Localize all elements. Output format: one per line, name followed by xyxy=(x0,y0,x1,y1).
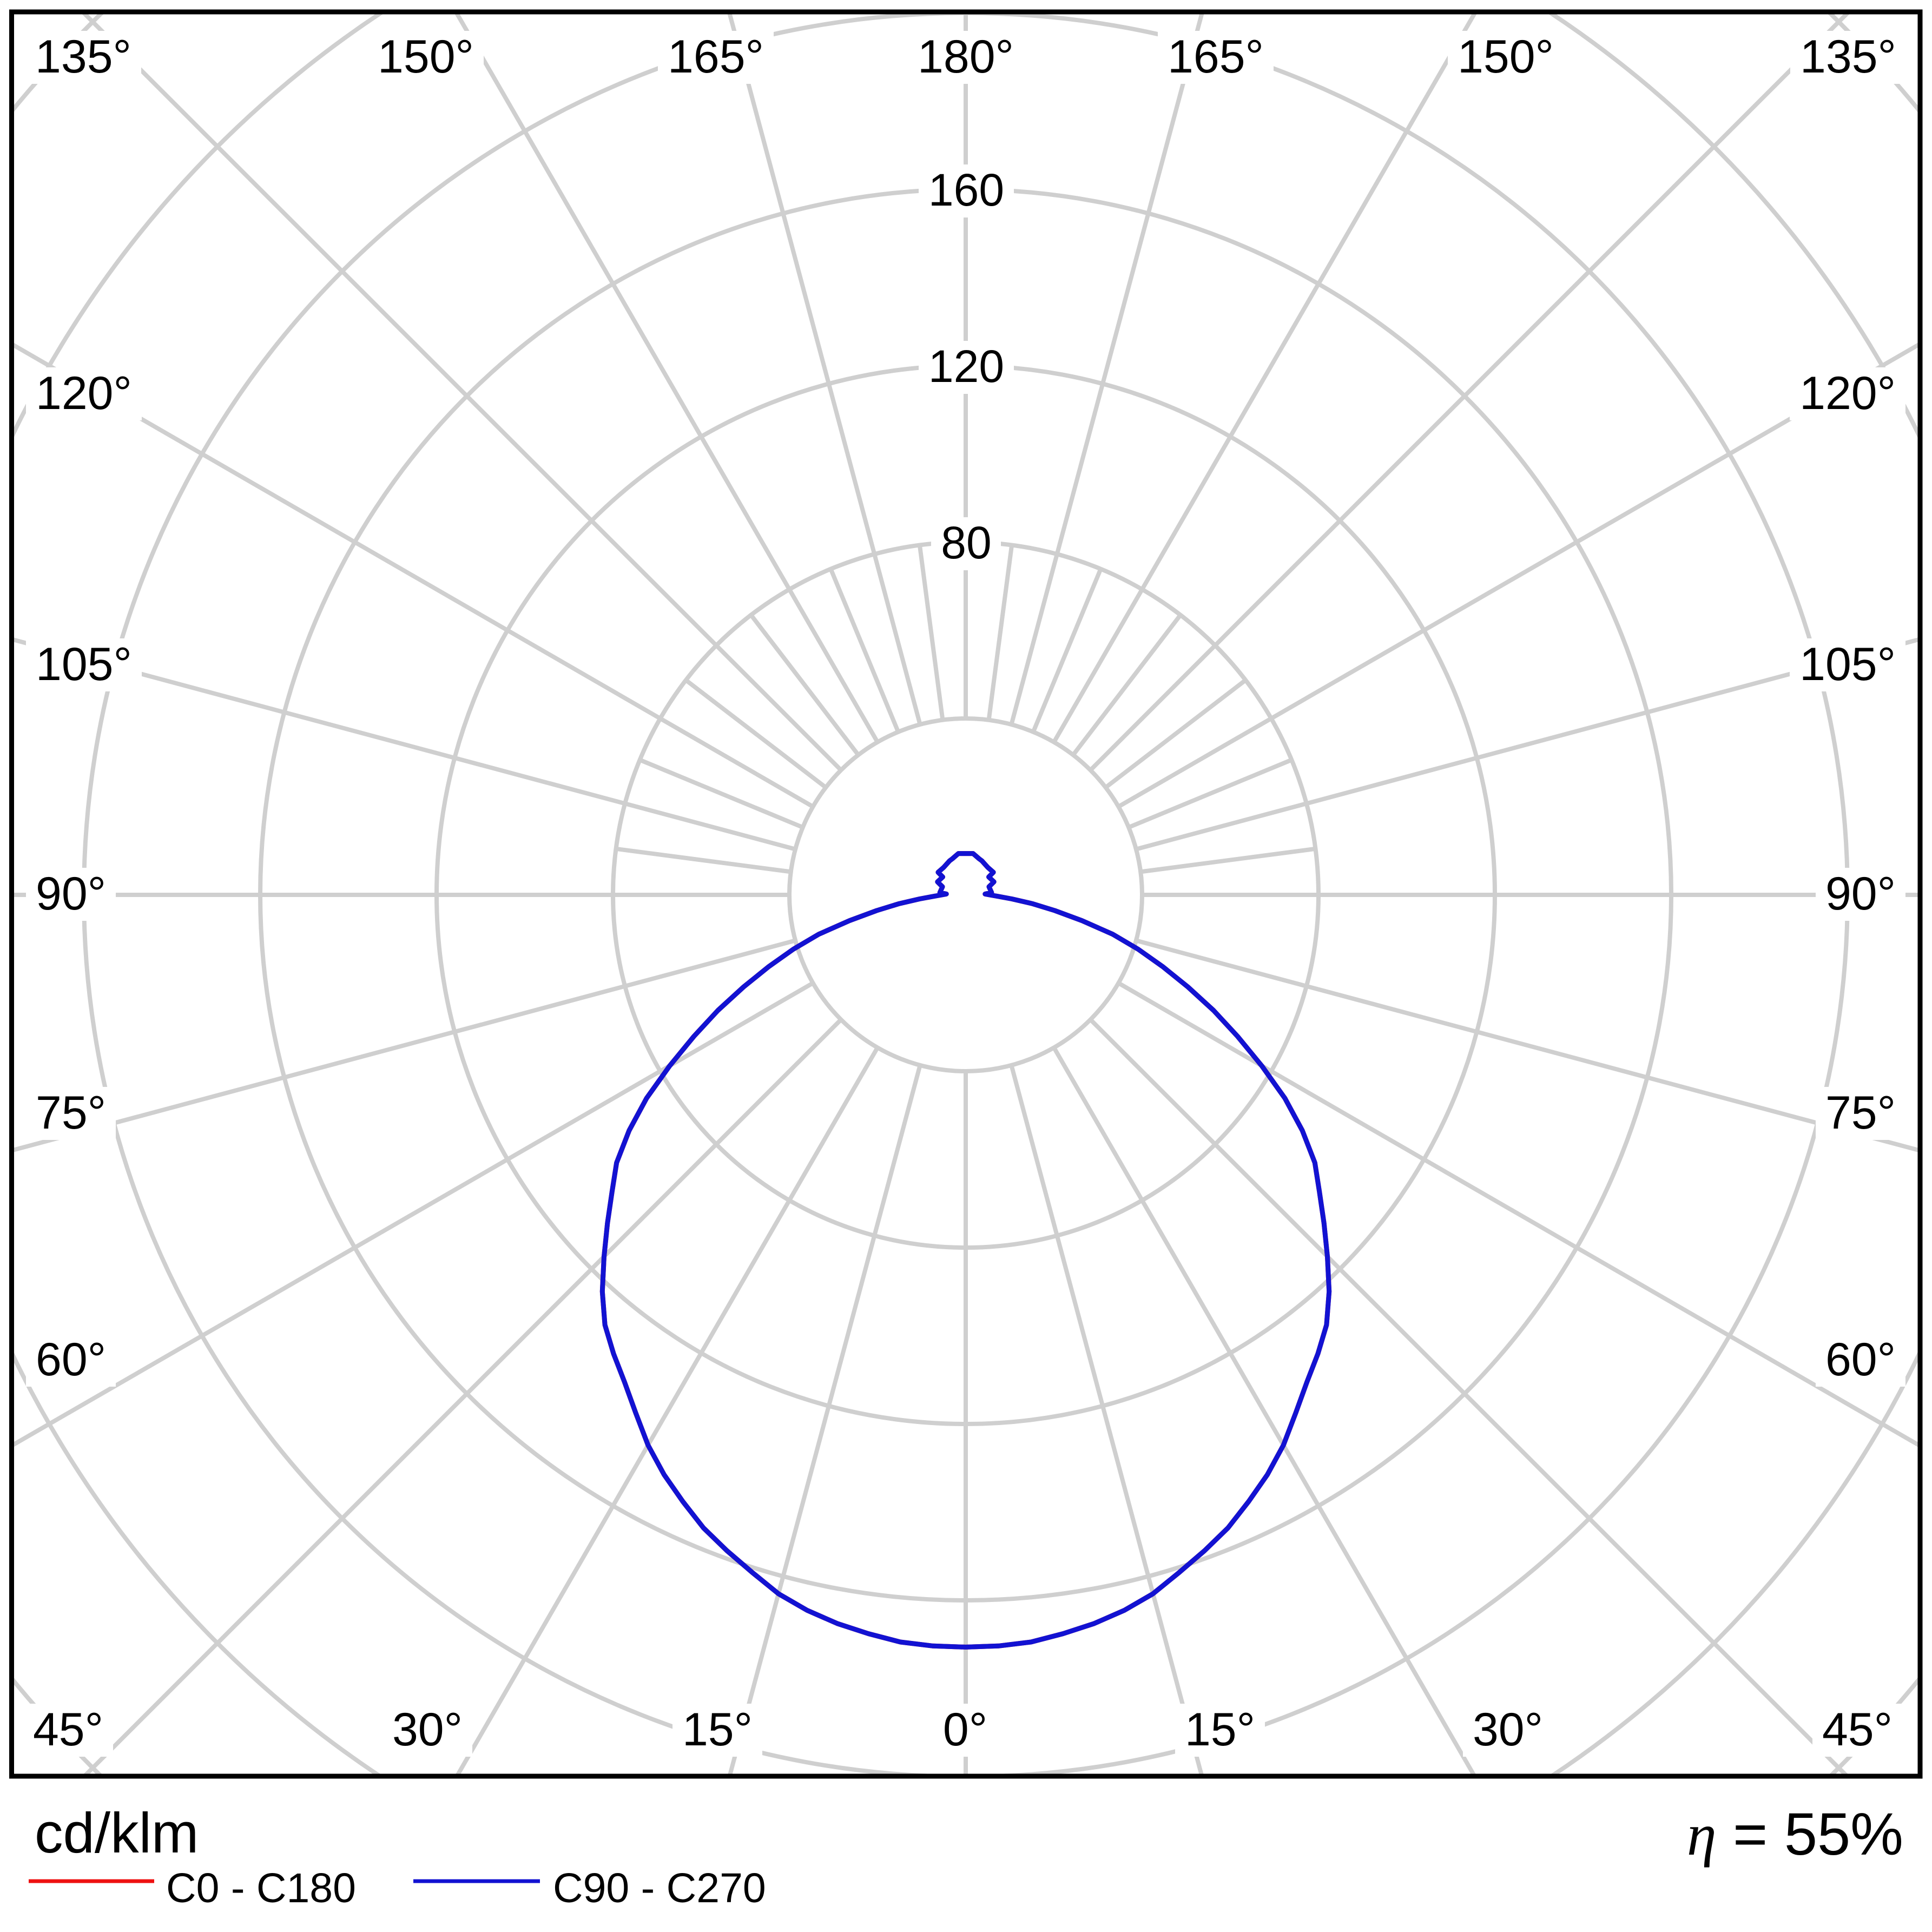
svg-text:120: 120 xyxy=(928,341,1004,392)
svg-text:0°: 0° xyxy=(943,1704,987,1756)
svg-text:180°: 180° xyxy=(918,31,1014,83)
svg-text:30°: 30° xyxy=(1473,1704,1543,1756)
svg-text:15°: 15° xyxy=(682,1704,753,1756)
svg-text:75°: 75° xyxy=(36,1087,106,1139)
svg-text:165°: 165° xyxy=(668,31,764,83)
svg-text:C0 - C180: C0 - C180 xyxy=(166,1865,356,1911)
svg-text:165°: 165° xyxy=(1168,31,1264,83)
svg-text:135°: 135° xyxy=(35,31,131,83)
svg-text:105°: 105° xyxy=(1799,638,1896,690)
svg-text:160: 160 xyxy=(928,164,1004,215)
svg-text:60°: 60° xyxy=(36,1334,106,1386)
svg-text:75°: 75° xyxy=(1825,1087,1896,1139)
svg-text:45°: 45° xyxy=(1822,1704,1893,1756)
svg-text:15°: 15° xyxy=(1185,1704,1255,1756)
svg-text:150°: 150° xyxy=(1458,31,1554,83)
svg-text:η = 55%: η = 55% xyxy=(1687,1801,1903,1868)
svg-text:cd/klm: cd/klm xyxy=(35,1802,199,1865)
svg-text:45°: 45° xyxy=(33,1704,103,1756)
svg-text:150°: 150° xyxy=(378,31,474,83)
svg-text:60°: 60° xyxy=(1825,1334,1896,1386)
svg-text:120°: 120° xyxy=(1799,367,1896,419)
svg-text:120°: 120° xyxy=(36,367,132,419)
svg-text:90°: 90° xyxy=(1825,868,1896,920)
svg-text:80: 80 xyxy=(941,517,991,568)
svg-text:C90 - C270: C90 - C270 xyxy=(553,1865,766,1911)
svg-text:30°: 30° xyxy=(392,1704,463,1756)
svg-text:135°: 135° xyxy=(1800,31,1896,83)
svg-text:105°: 105° xyxy=(36,638,132,690)
svg-text:90°: 90° xyxy=(36,868,106,920)
